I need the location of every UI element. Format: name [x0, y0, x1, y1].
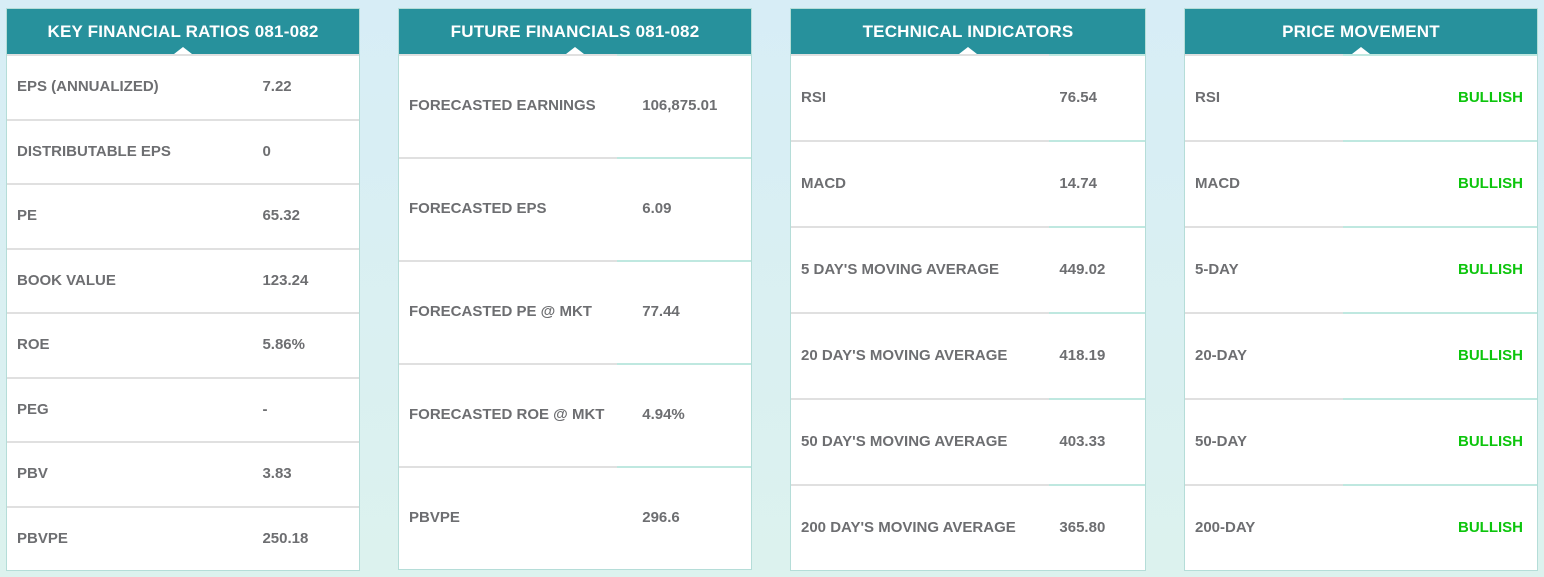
row-label: MACD: [1185, 140, 1344, 226]
row-value: 77.44: [617, 260, 751, 363]
table-row: MACD BULLISH: [1185, 140, 1537, 226]
row-value: 3.83: [260, 441, 359, 506]
card-price-movement: PRICE MOVEMENT RSI BULLISH MACD BULLISH …: [1184, 8, 1538, 571]
row-value: 123.24: [260, 247, 359, 313]
row-value: 449.02: [1049, 226, 1145, 312]
card-title: KEY FINANCIAL RATIOS 081-082: [47, 21, 319, 41]
row-label: PBVPE: [7, 505, 261, 571]
table-row: 5-DAY BULLISH: [1185, 226, 1537, 312]
row-label: RSI: [791, 54, 1050, 140]
row-value: 4.94%: [617, 363, 751, 466]
table-row: ROE 5.86%: [7, 312, 359, 377]
card-title: PRICE MOVEMENT: [1282, 21, 1440, 41]
row-label: MACD: [791, 140, 1050, 226]
row-label: FORECASTED EPS: [399, 157, 618, 260]
status-badge: BULLISH: [1343, 398, 1537, 484]
table-row: BOOK VALUE 123.24: [7, 247, 359, 313]
row-label: 50 DAY'S MOVING AVERAGE: [791, 398, 1050, 484]
row-label: 50-DAY: [1185, 398, 1344, 484]
caret-up-icon: [174, 47, 192, 54]
row-label: FORECASTED PE @ MKT: [399, 260, 618, 363]
row-value: 76.54: [1049, 54, 1145, 140]
table-row: MACD 14.74: [791, 140, 1145, 226]
card-future-financials: FUTURE FINANCIALS 081-082 FORECASTED EAR…: [398, 8, 752, 570]
status-badge: BULLISH: [1343, 312, 1537, 398]
table-row: FORECASTED EPS 6.09: [399, 157, 751, 260]
row-value: 65.32: [260, 183, 359, 248]
row-value: 365.80: [1049, 484, 1145, 570]
caret-up-icon: [959, 47, 977, 54]
table-row: 50 DAY'S MOVING AVERAGE 403.33: [791, 398, 1145, 484]
table-row: FORECASTED PE @ MKT 77.44: [399, 260, 751, 363]
table-row: 5 DAY'S MOVING AVERAGE 449.02: [791, 226, 1145, 312]
row-label: 200-DAY: [1185, 484, 1344, 570]
status-badge: BULLISH: [1343, 484, 1537, 570]
table-row: FORECASTED EARNINGS 106,875.01: [399, 54, 751, 157]
row-label: 20 DAY'S MOVING AVERAGE: [791, 312, 1050, 398]
row-value: -: [260, 376, 359, 442]
table-row: RSI 76.54: [791, 54, 1145, 140]
table-row: PE 65.32: [7, 183, 359, 248]
table-row: PEG -: [7, 376, 359, 442]
row-value: 14.74: [1049, 140, 1145, 226]
table-row: PBVPE 250.18: [7, 505, 359, 571]
status-badge: BULLISH: [1343, 226, 1537, 312]
card-title: FUTURE FINANCIALS 081-082: [450, 21, 700, 41]
row-label: RSI: [1185, 54, 1344, 140]
row-label: 200 DAY'S MOVING AVERAGE: [791, 484, 1050, 570]
row-value: 6.09: [617, 157, 751, 260]
caret-up-icon: [566, 47, 584, 54]
row-label: FORECASTED EARNINGS: [399, 54, 618, 157]
row-label: 5-DAY: [1185, 226, 1344, 312]
row-value: 296.6: [617, 466, 751, 569]
row-label: ROE: [7, 312, 261, 377]
row-value: 418.19: [1049, 312, 1145, 398]
row-value: 0: [260, 118, 359, 184]
row-label: FORECASTED ROE @ MKT: [399, 363, 618, 466]
row-label: DISTRIBUTABLE EPS: [7, 118, 261, 184]
row-label: PE: [7, 183, 261, 248]
row-label: 20-DAY: [1185, 312, 1344, 398]
table-row: RSI BULLISH: [1185, 54, 1537, 140]
table-row: 50-DAY BULLISH: [1185, 398, 1537, 484]
table-row: PBVPE 296.6: [399, 466, 751, 569]
card-header: TECHNICAL INDICATORS: [791, 9, 1145, 54]
row-label: 5 DAY'S MOVING AVERAGE: [791, 226, 1050, 312]
table-row: DISTRIBUTABLE EPS 0: [7, 118, 359, 184]
table-row: 20-DAY BULLISH: [1185, 312, 1537, 398]
row-value: 5.86%: [260, 312, 359, 377]
row-value: 7.22: [260, 54, 359, 119]
caret-up-icon: [1352, 47, 1370, 54]
table-row: EPS (ANNUALIZED) 7.22: [7, 54, 359, 119]
card-header: KEY FINANCIAL RATIOS 081-082: [7, 9, 359, 54]
row-value: 106,875.01: [617, 54, 751, 157]
card-key-financial-ratios: KEY FINANCIAL RATIOS 081-082 EPS (ANNUAL…: [6, 8, 360, 571]
table-row: 20 DAY'S MOVING AVERAGE 418.19: [791, 312, 1145, 398]
table-row: PBV 3.83: [7, 441, 359, 506]
row-value: 403.33: [1049, 398, 1145, 484]
row-value: 250.18: [260, 505, 359, 571]
row-label: EPS (ANNUALIZED): [7, 54, 261, 119]
card-header: PRICE MOVEMENT: [1185, 9, 1537, 54]
card-technical-indicators: TECHNICAL INDICATORS RSI 76.54 MACD 14.7…: [790, 8, 1146, 571]
card-header: FUTURE FINANCIALS 081-082: [399, 9, 751, 54]
row-label: PBV: [7, 441, 261, 506]
table-row: 200-DAY BULLISH: [1185, 484, 1537, 570]
table-row: 200 DAY'S MOVING AVERAGE 365.80: [791, 484, 1145, 570]
row-label: PEG: [7, 376, 261, 442]
status-badge: BULLISH: [1343, 54, 1537, 140]
card-title: TECHNICAL INDICATORS: [862, 21, 1074, 41]
table-row: FORECASTED ROE @ MKT 4.94%: [399, 363, 751, 466]
row-label: PBVPE: [399, 466, 618, 569]
row-label: BOOK VALUE: [7, 247, 261, 313]
status-badge: BULLISH: [1343, 140, 1537, 226]
